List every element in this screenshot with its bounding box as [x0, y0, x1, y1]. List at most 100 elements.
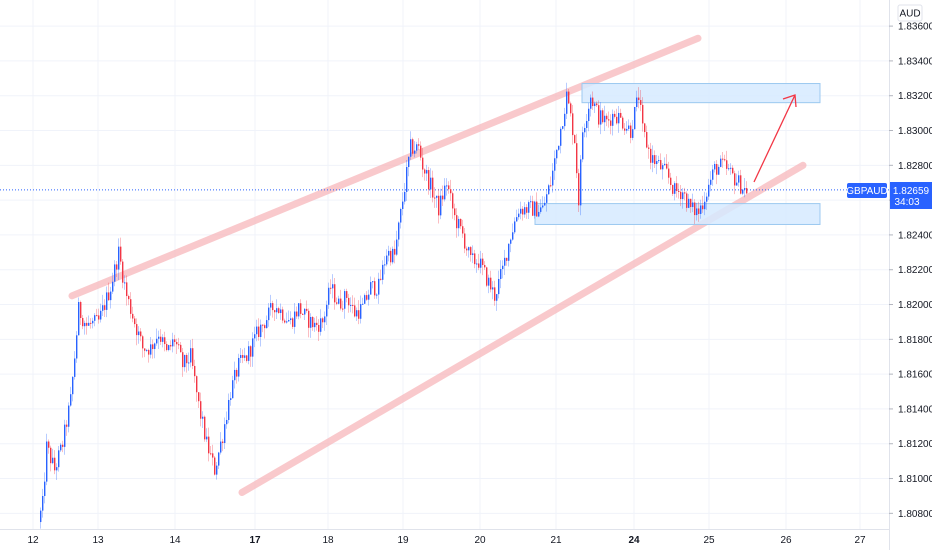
candle-body: [172, 339, 174, 347]
target-arrow[interactable]: [753, 94, 796, 183]
candle-body: [206, 436, 208, 440]
candle-body: [70, 394, 72, 406]
candle-body: [224, 424, 226, 444]
candle-body: [512, 232, 514, 240]
candle-body: [466, 248, 468, 251]
candle-body: [262, 324, 264, 326]
target-arrow-head[interactable]: [782, 94, 797, 108]
candle-body: [572, 113, 574, 136]
candle-body: [132, 313, 134, 319]
candle-body: [726, 160, 728, 169]
x-tick-label: 13: [92, 535, 104, 546]
candle-body: [100, 310, 102, 320]
y-tick-label: 1.83600: [898, 22, 932, 33]
candle-body: [658, 160, 660, 162]
candle-body: [214, 457, 216, 475]
candle-body: [250, 346, 252, 357]
candle-body: [322, 318, 324, 323]
y-tick-label: 1.82000: [898, 300, 932, 311]
candle-body: [260, 324, 262, 338]
candle-body: [266, 320, 268, 329]
candle-body: [84, 322, 86, 327]
candle-body: [50, 447, 52, 464]
y-tick-label: 1.82800: [898, 161, 932, 172]
last-price-badge: [890, 182, 932, 209]
candle-body: [664, 163, 666, 166]
candle-body: [302, 313, 304, 315]
candle-body: [744, 188, 746, 190]
support-zone[interactable]: [534, 203, 821, 225]
candle-body: [330, 287, 332, 289]
candle-body: [536, 201, 538, 217]
currency-label: AUD: [897, 4, 923, 22]
candle-body: [398, 222, 400, 240]
candle-body: [118, 246, 120, 270]
candle-body: [192, 348, 194, 366]
candle-body: [244, 355, 246, 358]
candle-body: [386, 255, 388, 265]
channel-upper-line[interactable]: [68, 34, 702, 300]
candle-body: [346, 291, 348, 298]
candle-body: [146, 349, 148, 351]
candle-body: [612, 113, 614, 126]
y-tick-label: 1.81000: [898, 474, 932, 485]
candle-body: [368, 294, 370, 300]
candle-body: [682, 192, 684, 200]
candle-body: [710, 179, 712, 185]
candle-body: [56, 467, 58, 471]
candle-body: [278, 308, 280, 313]
candle-body: [700, 205, 702, 214]
price-axis[interactable]: 1.83600 1.83400 1.83200 1.83000 1.82800 1.826…: [889, 22, 932, 520]
candle-body: [306, 308, 308, 311]
candle-body: [356, 310, 358, 317]
candle-body: [520, 208, 522, 214]
candle-body: [48, 441, 50, 448]
candle-body: [498, 278, 500, 295]
candle-body: [718, 166, 720, 175]
candle-body: [662, 165, 664, 170]
candle-body: [690, 198, 692, 208]
candle-body: [408, 156, 410, 168]
candle-body: [406, 167, 408, 192]
candle-body: [720, 158, 722, 167]
candle-body: [652, 155, 654, 163]
countdown-text: 34:03: [894, 197, 919, 208]
candle-body: [554, 158, 556, 171]
resistance-zone[interactable]: [581, 83, 821, 104]
candle-body: [182, 352, 184, 368]
candle-body: [258, 326, 260, 338]
candle-body: [166, 344, 168, 351]
x-tick-label: 18: [322, 535, 334, 546]
candle-body: [732, 167, 734, 174]
candle-body: [598, 105, 600, 125]
candle-body: [680, 191, 682, 200]
candle-body: [474, 253, 476, 265]
candle-body: [336, 302, 338, 304]
candle-body: [464, 233, 466, 249]
drawings[interactable]: [0, 34, 889, 496]
x-tick-label: 21: [550, 535, 562, 546]
candle-body: [586, 121, 588, 128]
candle-body: [666, 163, 668, 169]
candle-body: [194, 365, 196, 377]
candle-body: [436, 195, 438, 198]
candle-body: [64, 424, 66, 447]
candle-body: [508, 243, 510, 261]
time-axis[interactable]: 12 13 14 17 18 19 20 21 24 25 26 27: [27, 535, 866, 546]
x-tick-label: 20: [474, 535, 486, 546]
candle-body: [632, 129, 634, 138]
candle-body: [86, 322, 88, 326]
candle-body: [548, 185, 550, 195]
candle-body: [154, 343, 156, 350]
candle-body: [640, 100, 642, 105]
candle-body: [204, 416, 206, 440]
candle-body: [60, 444, 62, 451]
candle-body: [528, 202, 530, 213]
candle-body: [136, 324, 138, 336]
candle-body: [220, 441, 222, 453]
candle-body: [324, 316, 326, 323]
candle-body: [312, 316, 314, 328]
candle-body: [164, 337, 166, 345]
candle-body: [496, 294, 498, 301]
